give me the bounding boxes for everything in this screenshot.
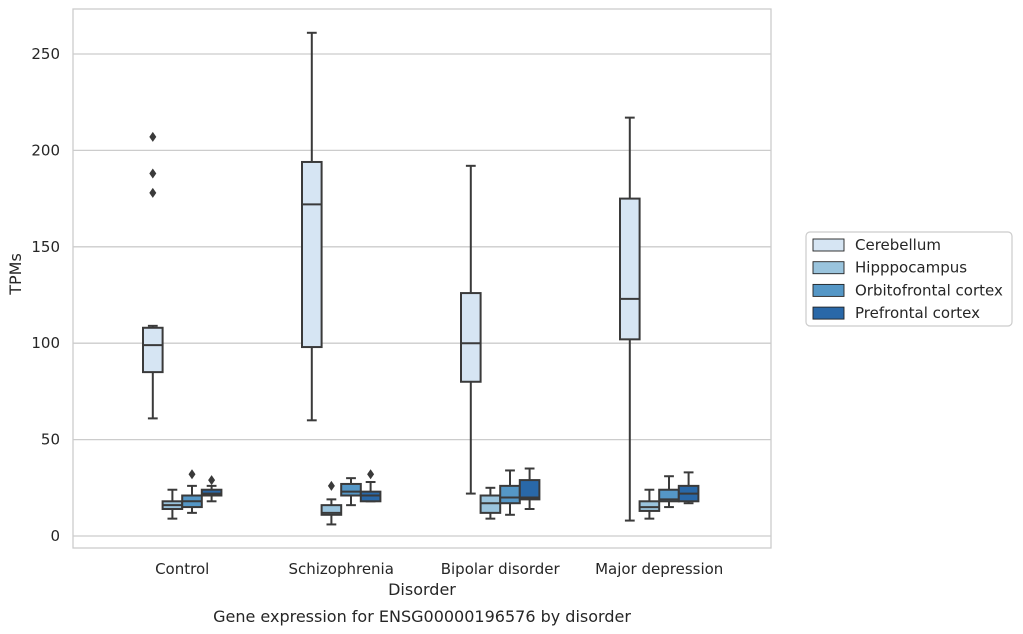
x-tick-label: Bipolar disorder xyxy=(441,560,561,578)
legend-label: Cerebellum xyxy=(855,236,941,254)
outlier-point xyxy=(149,131,157,142)
legend-swatch xyxy=(812,283,845,297)
box-orbitofrontal-cortex xyxy=(181,469,203,514)
box-iqr xyxy=(320,504,343,516)
box-iqr xyxy=(301,160,323,349)
legend-label: Orbitofrontal cortex xyxy=(855,281,1003,299)
box-orbitofrontal-cortex xyxy=(499,469,521,516)
x-tick-labels: Control Schizophrenia Bipolar disorder Majo… xyxy=(155,560,723,578)
box-iqr xyxy=(518,479,541,501)
y-tick-label: 50 xyxy=(41,431,60,449)
chart-caption: Gene expression for ENSG00000196576 by d… xyxy=(213,607,631,626)
legend-item: Hipppocampus xyxy=(812,259,967,277)
y-tick-label: 200 xyxy=(31,141,60,159)
box-iqr xyxy=(460,292,482,383)
legend-item: Prefrontal cortex xyxy=(812,304,980,322)
box-hipppocampus xyxy=(638,488,661,520)
y-tick-label: 150 xyxy=(31,238,60,256)
box-cerebellum xyxy=(619,116,641,522)
box-prefrontal-cortex xyxy=(200,475,223,503)
legend-label: Hipppocampus xyxy=(855,259,967,277)
legend-swatch xyxy=(812,261,845,275)
outlier-point xyxy=(327,480,335,491)
outlier-point xyxy=(208,475,216,486)
box-orbitofrontal-cortex xyxy=(340,477,362,507)
box-iqr xyxy=(142,326,164,374)
chart-marks xyxy=(142,31,700,526)
x-tick-label: Schizophrenia xyxy=(288,560,393,578)
legend-item: Orbitofrontal cortex xyxy=(812,281,1003,299)
outlier-point xyxy=(149,187,157,198)
legend-frame xyxy=(805,231,1013,327)
box-iqr xyxy=(499,484,521,505)
legend: Cerebellum Hipppocampus Orbitofrontal cort… xyxy=(805,231,1013,327)
box-prefrontal-cortex xyxy=(518,467,541,511)
box-prefrontal-cortex xyxy=(359,469,382,503)
legend-label: Prefrontal cortex xyxy=(855,304,980,322)
box-iqr xyxy=(340,482,362,497)
y-tick-label: 250 xyxy=(31,45,60,63)
box-cerebellum xyxy=(460,164,482,495)
box-hipppocampus xyxy=(479,486,502,520)
outlier-point xyxy=(367,469,375,480)
plot-frame xyxy=(72,8,772,549)
y-axis-label: TPMs xyxy=(6,253,25,296)
legend-swatch xyxy=(812,238,845,252)
outlier-point xyxy=(188,469,196,480)
box-cerebellum xyxy=(142,131,164,420)
box-hipppocampus xyxy=(320,480,343,526)
box-cerebellum xyxy=(301,31,323,422)
x-tick-label: Major depression xyxy=(595,560,723,578)
box-orbitofrontal-cortex xyxy=(658,475,680,509)
y-tick-label: 0 xyxy=(50,527,60,545)
gridlines xyxy=(73,53,771,537)
outlier-point xyxy=(149,168,157,179)
y-tick-label: 100 xyxy=(31,334,60,352)
legend-swatch xyxy=(812,306,845,320)
box-iqr xyxy=(619,197,641,341)
y-tick-labels: 0 50 100 150 200 250 xyxy=(31,45,60,545)
box-hipppocampus xyxy=(161,488,184,520)
x-tick-label: Control xyxy=(155,560,209,578)
legend-item: Cerebellum xyxy=(812,236,941,254)
box-prefrontal-cortex xyxy=(677,471,700,505)
x-axis-label: Disorder xyxy=(388,580,456,599)
